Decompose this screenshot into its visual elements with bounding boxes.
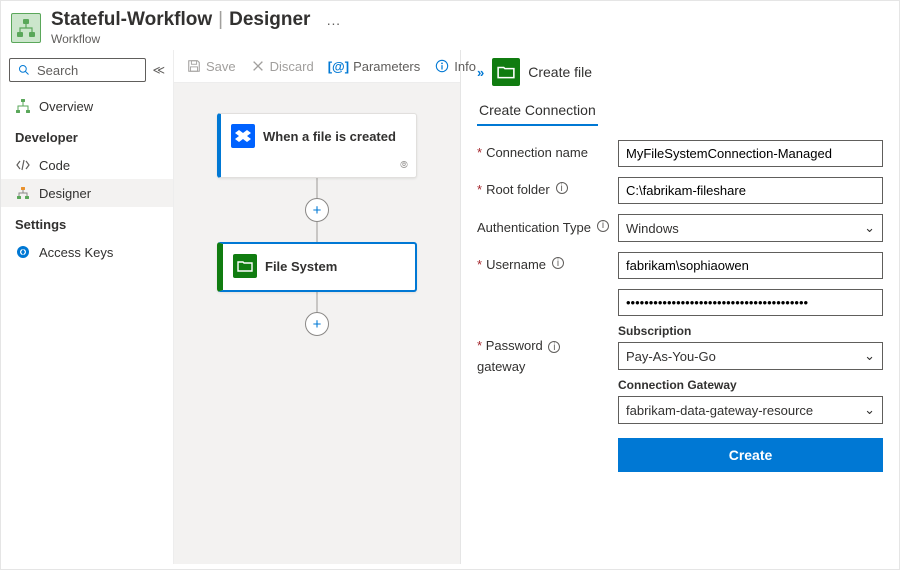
header-text: Stateful-Workflow|Designer Workflow	[51, 9, 310, 46]
username-input[interactable]	[618, 252, 883, 279]
tab-create-connection[interactable]: Create Connection	[477, 96, 598, 126]
connection-name-input[interactable]	[618, 140, 883, 167]
search-icon	[16, 62, 32, 78]
panel-title: Create file	[528, 64, 592, 80]
trigger-label: When a file is created	[263, 129, 396, 144]
sidebar-item-label: Designer	[39, 186, 91, 201]
info-icon[interactable]: i	[556, 182, 568, 194]
gateway-select[interactable]: fabrikam-data-gateway-resource⌄	[618, 396, 883, 424]
canvas-column: Save Discard [@]Parameters Info When a f…	[174, 50, 460, 564]
info-icon	[434, 58, 450, 74]
page-header: Stateful-Workflow|Designer Workflow ···	[1, 1, 899, 50]
overview-icon	[15, 98, 31, 114]
action-card[interactable]: File System	[217, 242, 417, 292]
sidebar-section-developer: Developer	[1, 120, 173, 151]
sidebar-item-label: Access Keys	[39, 245, 113, 260]
sidebar: Search ≪ Overview Developer Code Designe…	[1, 50, 174, 564]
trigger-card[interactable]: When a file is created ⦾	[217, 113, 417, 178]
page-subtitle: Workflow	[51, 32, 310, 46]
sidebar-section-settings: Settings	[1, 207, 173, 238]
access-keys-icon	[15, 244, 31, 260]
info-button[interactable]: Info	[434, 58, 476, 74]
add-step-button[interactable]: +	[305, 198, 329, 222]
parameters-button[interactable]: [@]Parameters	[328, 59, 421, 74]
search-placeholder: Search	[37, 63, 78, 78]
label-root-folder: *Root folderi	[477, 182, 612, 199]
discard-button[interactable]: Discard	[250, 58, 314, 74]
info-icon[interactable]: i	[548, 341, 560, 353]
label-connection-gateway: Connection Gateway	[618, 378, 883, 392]
root-folder-input[interactable]	[618, 177, 883, 204]
discard-icon	[250, 58, 266, 74]
page-title: Stateful-Workflow|Designer	[51, 9, 310, 31]
sidebar-item-label: Overview	[39, 99, 93, 114]
link-icon: ⦾	[221, 158, 416, 175]
label-subscription: Subscription	[618, 324, 883, 338]
sidebar-item-access-keys[interactable]: Access Keys	[1, 238, 173, 266]
panel-collapse-button[interactable]: »	[477, 65, 484, 80]
create-button[interactable]: Create	[618, 438, 883, 472]
sidebar-collapse-button[interactable]: ≪	[152, 63, 165, 77]
canvas-area[interactable]: When a file is created ⦾ + File System +	[174, 83, 460, 564]
chevron-down-icon: ⌄	[864, 220, 875, 236]
title-primary: Stateful-Workflow	[51, 9, 212, 30]
label-auth-type: Authentication Typei	[477, 220, 612, 237]
sidebar-item-overview[interactable]: Overview	[1, 92, 173, 120]
sidebar-item-designer[interactable]: Designer	[1, 179, 173, 207]
designer-icon	[15, 185, 31, 201]
title-secondary: Designer	[229, 9, 310, 30]
dropbox-icon	[231, 124, 255, 148]
password-input[interactable]	[618, 289, 883, 316]
save-button[interactable]: Save	[186, 58, 236, 74]
sidebar-item-code[interactable]: Code	[1, 151, 173, 179]
properties-panel: » Create file Create Connection *Connect…	[460, 50, 899, 564]
label-connection-name: *Connection name	[477, 145, 612, 162]
parameters-icon: [@]	[328, 59, 349, 74]
add-step-button-2[interactable]: +	[305, 312, 329, 336]
save-icon	[186, 58, 202, 74]
label-username: *Usernamei	[477, 257, 612, 274]
subscription-select[interactable]: Pay-As-You-Go⌄	[618, 342, 883, 370]
code-icon	[15, 157, 31, 173]
toolbar: Save Discard [@]Parameters Info	[174, 50, 460, 83]
more-button[interactable]: ···	[320, 15, 346, 31]
info-icon[interactable]: i	[597, 220, 609, 232]
chevron-down-icon: ⌄	[864, 402, 875, 418]
filesystem-icon	[233, 254, 257, 278]
label-password: * Password i gateway	[477, 338, 612, 376]
workflow-icon	[11, 13, 41, 43]
info-icon[interactable]: i	[552, 257, 564, 269]
action-label: File System	[265, 259, 337, 274]
search-input[interactable]: Search	[9, 58, 146, 82]
sidebar-item-label: Code	[39, 158, 70, 173]
auth-type-select[interactable]: Windows⌄	[618, 214, 883, 242]
chevron-down-icon: ⌄	[864, 348, 875, 364]
filesystem-icon	[492, 58, 520, 86]
